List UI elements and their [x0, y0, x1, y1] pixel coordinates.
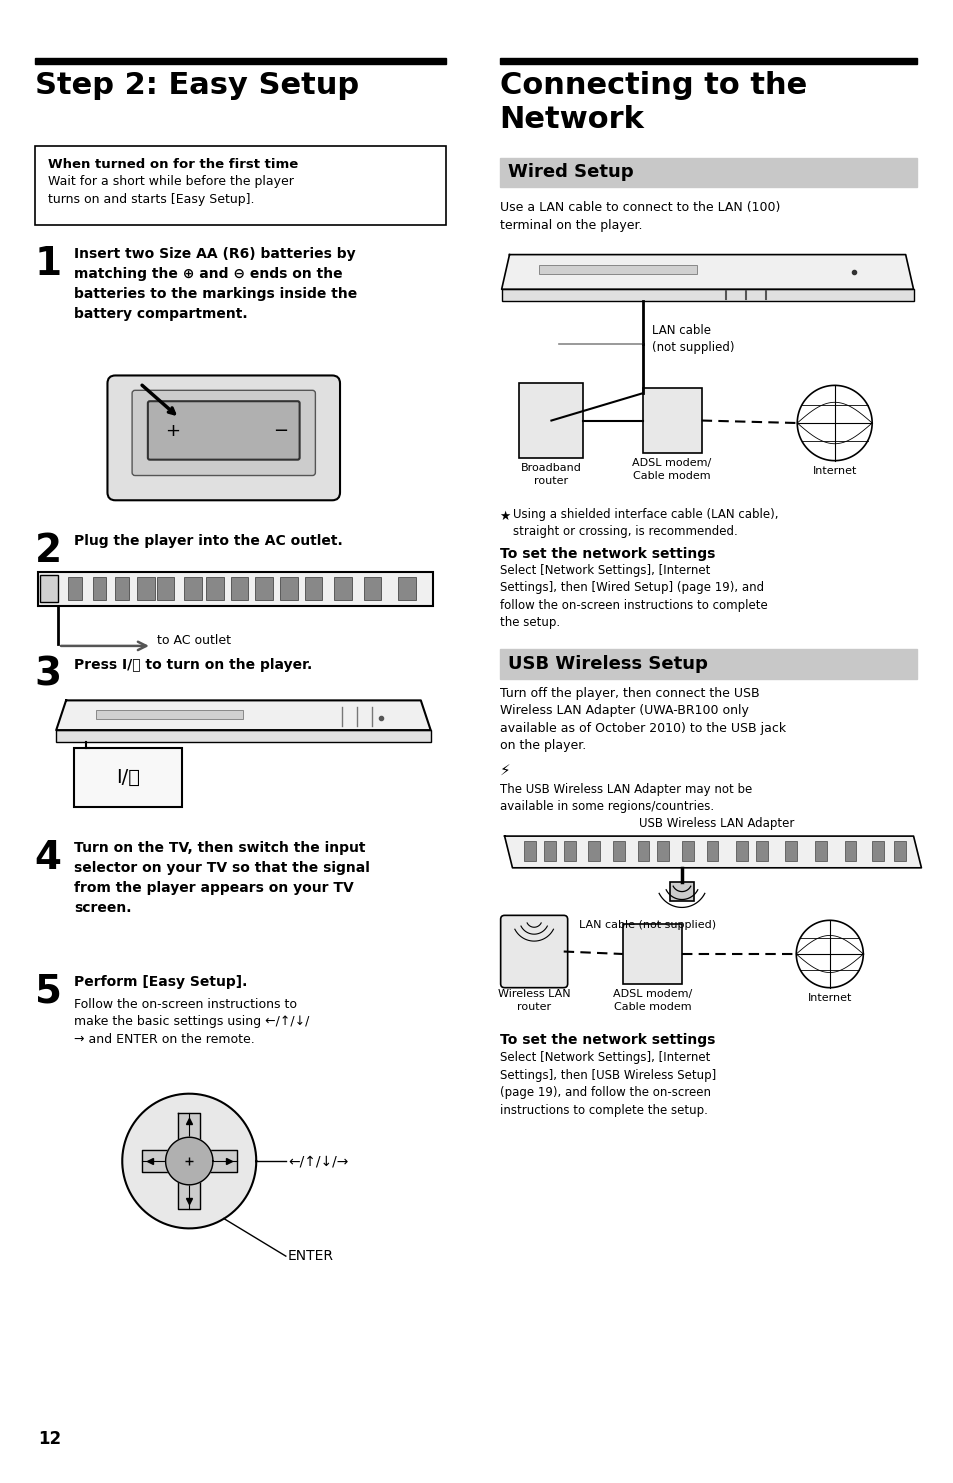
Text: ENTER: ENTER [288, 1249, 334, 1264]
Bar [499, 58, 917, 64]
Polygon shape [504, 836, 921, 868]
Bar [681, 841, 693, 860]
Bar [95, 710, 243, 719]
Text: 12: 12 [38, 1430, 62, 1449]
FancyBboxPatch shape [132, 390, 315, 476]
Bar [92, 577, 107, 601]
Bar [524, 841, 536, 860]
Text: −: − [274, 423, 288, 440]
Polygon shape [166, 1137, 213, 1185]
Text: Select [Network Settings], [Internet
Settings], then [USB Wireless Setup]
(page : Select [Network Settings], [Internet Set… [499, 1051, 715, 1117]
Text: The USB Wireless LAN Adapter may not be
available in some regions/countries.: The USB Wireless LAN Adapter may not be … [499, 783, 751, 813]
Bar [871, 841, 883, 860]
Text: Internet: Internet [807, 992, 851, 1003]
Text: Wired Setup: Wired Setup [507, 163, 633, 181]
Text: Perform [Easy Setup].: Perform [Easy Setup]. [74, 974, 247, 989]
Bar [736, 841, 747, 860]
Text: 3: 3 [34, 655, 62, 694]
Text: ←/↑/↓/→: ←/↑/↓/→ [288, 1154, 348, 1169]
Bar [38, 571, 433, 607]
Text: 5: 5 [34, 973, 62, 1011]
Bar [538, 264, 696, 274]
Text: Wait for a short while before the player
turns on and starts [Easy Setup].: Wait for a short while before the player… [49, 175, 294, 206]
FancyBboxPatch shape [500, 915, 567, 988]
Bar [255, 577, 273, 601]
Bar [814, 841, 826, 860]
Polygon shape [122, 1093, 256, 1228]
Text: Connecting to the
Network: Connecting to the Network [499, 71, 806, 133]
Bar [34, 145, 446, 225]
Bar [893, 841, 904, 860]
Bar [563, 841, 575, 860]
Bar [397, 577, 416, 601]
Text: USB Wireless LAN Adapter: USB Wireless LAN Adapter [639, 817, 793, 830]
Bar [501, 289, 913, 301]
Text: Wireless LAN
router: Wireless LAN router [497, 989, 570, 1011]
Bar [784, 841, 797, 860]
Bar [40, 574, 58, 602]
Bar [843, 841, 856, 860]
Text: USB Wireless Setup: USB Wireless Setup [507, 654, 707, 673]
Bar [613, 841, 624, 860]
Text: to AC outlet: to AC outlet [156, 635, 231, 647]
Bar [137, 577, 154, 601]
Bar [304, 577, 322, 601]
Text: Select [Network Settings], [Internet
Settings], then [Wired Setup] (page 19), an: Select [Network Settings], [Internet Set… [499, 564, 766, 629]
Bar [334, 577, 352, 601]
Polygon shape [796, 921, 862, 988]
Polygon shape [501, 255, 913, 289]
Bar [657, 841, 668, 860]
Text: ADSL modem/
Cable modem: ADSL modem/ Cable modem [612, 989, 691, 1011]
Bar [156, 577, 174, 601]
Text: 1: 1 [34, 245, 62, 283]
Bar [279, 577, 297, 601]
Text: ADSL modem/
Cable modem: ADSL modem/ Cable modem [632, 458, 711, 480]
Bar [669, 882, 693, 902]
Bar [755, 841, 767, 860]
FancyBboxPatch shape [108, 375, 339, 500]
Bar [115, 577, 129, 601]
Bar [543, 841, 556, 860]
Bar [642, 389, 701, 452]
Text: Internet: Internet [812, 466, 856, 476]
Bar [34, 58, 446, 64]
Text: Insert two Size AA (R6) batteries by
matching the ⊕ and ⊖ ends on the
batteries : Insert two Size AA (R6) batteries by mat… [74, 246, 356, 320]
Polygon shape [56, 700, 430, 730]
Text: To set the network settings: To set the network settings [499, 547, 715, 561]
Text: Follow the on-screen instructions to
make the basic settings using ←/↑/↓/
→ and : Follow the on-screen instructions to mak… [74, 998, 309, 1046]
Text: Plug the player into the AC outlet.: Plug the player into the AC outlet. [74, 534, 342, 547]
Bar [499, 650, 917, 679]
Text: LAN cable
(not supplied): LAN cable (not supplied) [652, 323, 734, 354]
Bar [56, 730, 430, 742]
Bar [622, 924, 681, 983]
Bar [74, 747, 182, 807]
Bar [231, 577, 248, 601]
Bar [706, 841, 718, 860]
Text: ★: ★ [499, 510, 511, 523]
Text: To set the network settings: To set the network settings [499, 1034, 715, 1047]
Text: Turn off the player, then connect the USB
Wireless LAN Adapter (UWA-BR100 only
a: Turn off the player, then connect the US… [499, 687, 785, 752]
Text: Using a shielded interface cable (LAN cable),
straight or crossing, is recommend: Using a shielded interface cable (LAN ca… [513, 509, 779, 538]
Bar [518, 384, 583, 458]
Text: Use a LAN cable to connect to the LAN (100)
terminal on the player.: Use a LAN cable to connect to the LAN (1… [499, 202, 780, 233]
Bar [499, 157, 917, 187]
Text: I/⏻: I/⏻ [116, 768, 140, 787]
Bar [588, 841, 599, 860]
Text: ⚡: ⚡ [499, 762, 510, 777]
Bar [184, 577, 202, 601]
Text: Step 2: Easy Setup: Step 2: Easy Setup [34, 71, 358, 101]
Text: LAN cable (not supplied): LAN cable (not supplied) [578, 919, 716, 930]
Text: 2: 2 [34, 532, 62, 569]
Text: 4: 4 [34, 839, 62, 876]
Text: Broadband
router: Broadband router [520, 463, 581, 486]
Text: +: + [165, 423, 180, 440]
Polygon shape [142, 1114, 236, 1209]
Text: When turned on for the first time: When turned on for the first time [49, 157, 298, 171]
Bar [206, 577, 224, 601]
Bar [363, 577, 381, 601]
Bar [68, 577, 82, 601]
Text: Press I/⏻ to turn on the player.: Press I/⏻ to turn on the player. [74, 658, 312, 672]
Text: Turn on the TV, then switch the input
selector on your TV so that the signal
fro: Turn on the TV, then switch the input se… [74, 841, 370, 915]
Polygon shape [797, 386, 871, 461]
Bar [637, 841, 649, 860]
